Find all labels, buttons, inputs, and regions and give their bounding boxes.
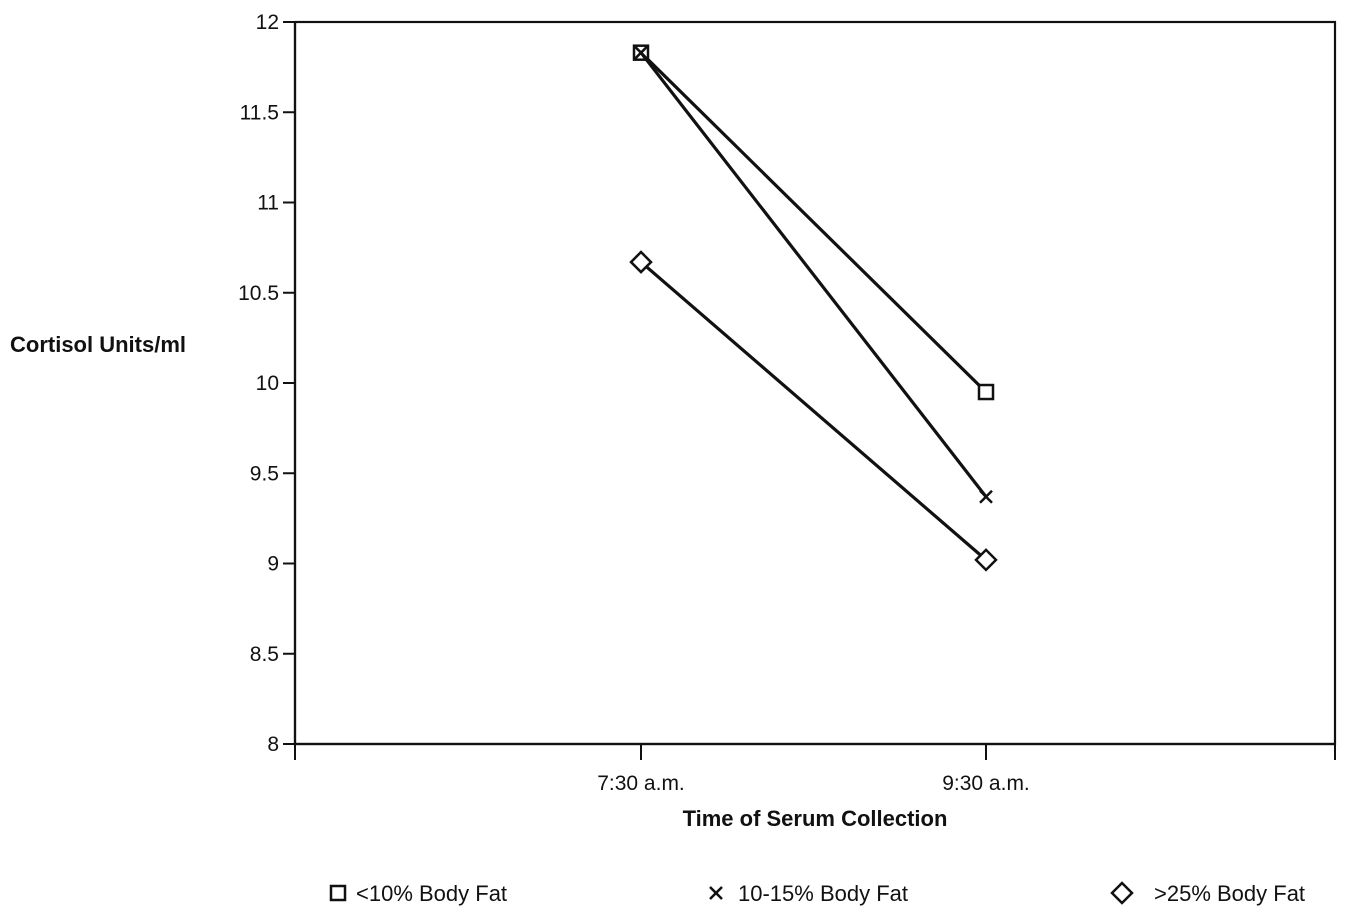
y-tick-label: 11.5 [240,101,279,124]
series-layer [629,44,998,572]
y-tick-label: 10 [256,372,279,395]
series-3 [629,250,998,572]
data-point [629,250,653,274]
data-point [974,548,998,572]
legend: <10% Body Fat 10-15% Body Fat >25% Body Fa… [329,881,1305,906]
series-2 [634,45,993,504]
legend-item: >25% Body Fat [1110,881,1305,906]
series-line [639,260,988,562]
legend-marker [1110,881,1134,905]
series-line [639,51,988,394]
legend-marker [709,886,723,900]
y-tick-label: 10.5 [238,282,279,305]
legend-label: 10-15% Body Fat [738,881,908,906]
y-axis-title: Cortisol Units/ml [10,332,186,357]
series-line [639,51,988,498]
legend-label: >25% Body Fat [1154,881,1305,906]
y-axis-ticks: 8 8.5 9 9.5 10 10.5 11 11.5 12 [238,11,295,756]
legend-item: 10-15% Body Fat [709,881,908,906]
data-point [634,45,648,60]
y-tick-label: 12 [256,11,279,34]
legend-marker [329,884,347,902]
legend-label: <10% Body Fat [356,881,507,906]
legend-item: <10% Body Fat [329,881,507,906]
y-tick-label: 11 [257,192,279,215]
x-tick-label: 7:30 a.m. [597,772,685,795]
series-1 [632,44,995,401]
x-axis-ticks: 7:30 a.m. 9:30 a.m. [294,744,1336,795]
y-tick-label: 9 [267,553,279,576]
data-point [977,383,995,401]
data-point [979,489,993,504]
x-axis-title: Time of Serum Collection [683,806,948,831]
y-tick-label: 9.5 [250,462,279,485]
x-tick-label: 9:30 a.m. [942,772,1030,795]
y-tick-label: 8.5 [250,643,279,666]
y-tick-label: 8 [267,733,279,756]
plot-frame [293,20,1337,746]
